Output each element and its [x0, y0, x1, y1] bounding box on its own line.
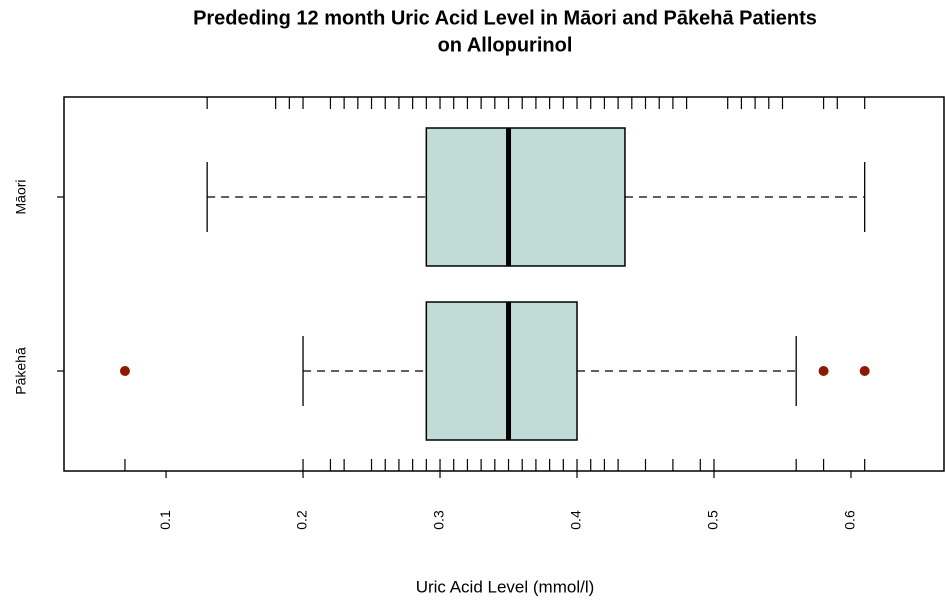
- outlier: [818, 366, 829, 376]
- x-axis-label: Uric Acid Level (mmol/l): [416, 577, 595, 596]
- y-tick-label: Māori: [13, 179, 29, 214]
- outlier: [119, 366, 130, 376]
- y-tick-label: Pākehā: [13, 347, 29, 395]
- x-tick-label: 0.1: [157, 510, 173, 530]
- outlier: [859, 366, 870, 376]
- chart-title: on Allopurinol: [438, 34, 573, 56]
- x-tick-label: 0.5: [705, 510, 721, 530]
- x-tick-label: 0.4: [568, 510, 584, 530]
- plot-frame: [63, 96, 945, 472]
- chart-title: Prededing 12 month Uric Acid Level in Mā…: [193, 7, 817, 29]
- box: [425, 127, 626, 267]
- x-tick-label: 0.6: [842, 510, 858, 530]
- box: [425, 301, 578, 441]
- x-tick-label: 0.3: [431, 510, 447, 530]
- x-tick-label: 0.2: [294, 510, 310, 530]
